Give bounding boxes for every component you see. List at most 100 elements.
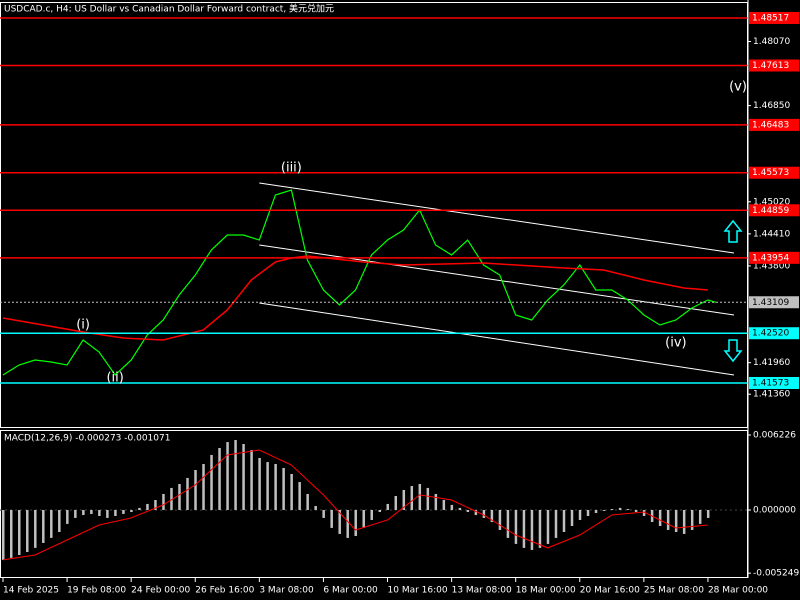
- macd-bar: [322, 509, 325, 518]
- arrow-down: [723, 339, 743, 363]
- macd-bar: [394, 496, 398, 510]
- arrow-up: [723, 219, 743, 243]
- macd-bar: [370, 509, 373, 520]
- macd-bar: [266, 462, 269, 510]
- macd-bar: [562, 509, 566, 533]
- macd-bar: [26, 509, 29, 552]
- macd-bar: [586, 509, 590, 516]
- macd-bar: [50, 509, 53, 538]
- channel-line: [259, 244, 735, 316]
- macd-bar: [74, 509, 77, 518]
- y-tick-label: 0.000000: [753, 505, 796, 515]
- macd-bar: [698, 509, 702, 524]
- macd-bar: [378, 509, 382, 513]
- macd-bar: [314, 506, 317, 510]
- macd-bar: [626, 509, 630, 510]
- x-tick-label: 28 Mar 00:00: [708, 586, 768, 596]
- x-tick-label: 3 Mar 08:00: [259, 586, 314, 596]
- macd-bar: [634, 509, 638, 513]
- x-tick-label: 18 Mar 00:00: [516, 586, 576, 596]
- chart-title: USDCAD.c, H4: US Dollar vs Canadian Doll…: [4, 3, 334, 15]
- macd-bar: [10, 509, 13, 558]
- macd-bar: [418, 483, 422, 510]
- wave-label: (iv): [665, 335, 686, 350]
- x-tick-label: 10 Mar 16:00: [388, 586, 448, 596]
- macd-bar: [146, 503, 149, 510]
- x-tick-label: 26 Feb 16:00: [195, 586, 254, 596]
- macd-bar: [298, 482, 301, 510]
- macd-bar: [130, 509, 133, 513]
- x-tick-label: 25 Mar 08:00: [644, 586, 704, 596]
- macd-bar: [98, 509, 101, 516]
- macd-bar: [514, 509, 518, 544]
- macd-bar: [546, 509, 550, 544]
- y-tick-label: 1.44410: [753, 229, 790, 239]
- level-line-label: 1.48517: [752, 13, 789, 23]
- macd-bar: [706, 509, 710, 518]
- level-line-label: 1.47613: [752, 61, 789, 71]
- wave-label: (ii): [106, 371, 123, 386]
- price-line: [2, 189, 717, 376]
- macd-bar: [522, 509, 526, 548]
- wave-label: (v): [729, 79, 747, 94]
- macd-bar: [674, 509, 678, 533]
- wave-label: (i): [76, 318, 90, 333]
- macd-bar: [122, 509, 125, 514]
- macd-bar: [210, 454, 213, 510]
- macd-bar: [610, 509, 614, 510]
- y-tick-label: 0.006226: [753, 431, 796, 441]
- macd-bar: [346, 509, 349, 538]
- macd-bar: [442, 499, 446, 510]
- y-tick-label: -0.005249: [753, 569, 799, 579]
- macd-bar: [162, 493, 165, 510]
- macd-bar: [594, 509, 598, 513]
- macd-bar: [106, 509, 109, 518]
- y-tick-label: 1.45020: [753, 197, 790, 207]
- macd-bar: [426, 487, 430, 510]
- macd-bar: [42, 509, 45, 543]
- macd-bar: [290, 473, 293, 510]
- macd-bar: [434, 493, 438, 510]
- macd-bar: [642, 509, 646, 516]
- macd-bar: [82, 509, 85, 516]
- macd-bar: [330, 509, 333, 528]
- y-tick-label: 1.41960: [753, 358, 790, 368]
- y-tick-label: 1.48070: [753, 37, 790, 47]
- y-tick-label: 1.41360: [753, 390, 790, 400]
- y-tick-label: 1.46850: [753, 101, 790, 111]
- macd-bar: [234, 440, 237, 510]
- macd-bar: [386, 503, 390, 510]
- macd-bar: [258, 457, 261, 510]
- macd-bar: [2, 509, 5, 560]
- macd-bar: [34, 509, 37, 548]
- macd-bar: [354, 509, 357, 536]
- wave-label: (iii): [281, 161, 302, 176]
- macd-bar: [410, 486, 414, 510]
- macd-bar: [570, 509, 574, 526]
- macd-title: MACD(12,26,9) -0.000273 -0.001071: [4, 434, 170, 444]
- x-tick-label: 6 Mar 00:00: [323, 586, 378, 596]
- macd-bar: [602, 509, 606, 511]
- x-tick-label: 20 Mar 16:00: [580, 586, 640, 596]
- channel-line: [259, 182, 735, 254]
- level-line-label: 1.42520: [752, 329, 789, 339]
- macd-bar: [482, 509, 486, 518]
- x-tick-label: 19 Feb 08:00: [67, 586, 126, 596]
- macd-bar: [18, 509, 21, 556]
- macd-bar: [178, 483, 181, 510]
- macd-bar: [490, 509, 494, 523]
- level-line-label: 1.44859: [752, 206, 789, 216]
- arrow-up-shape: [723, 219, 743, 243]
- macd-bar: [530, 509, 534, 550]
- y-tick-label: 1.43800: [753, 261, 790, 271]
- macd-bar: [474, 509, 478, 516]
- macd-bar: [170, 487, 173, 510]
- macd-bar: [498, 509, 502, 530]
- macd-bar: [458, 507, 462, 510]
- macd-bar: [242, 444, 245, 510]
- macd-bar: [450, 504, 454, 510]
- macd-bar: [658, 509, 662, 526]
- level-line-label: 1.41573: [752, 379, 789, 389]
- level-line-box: [749, 11, 799, 24]
